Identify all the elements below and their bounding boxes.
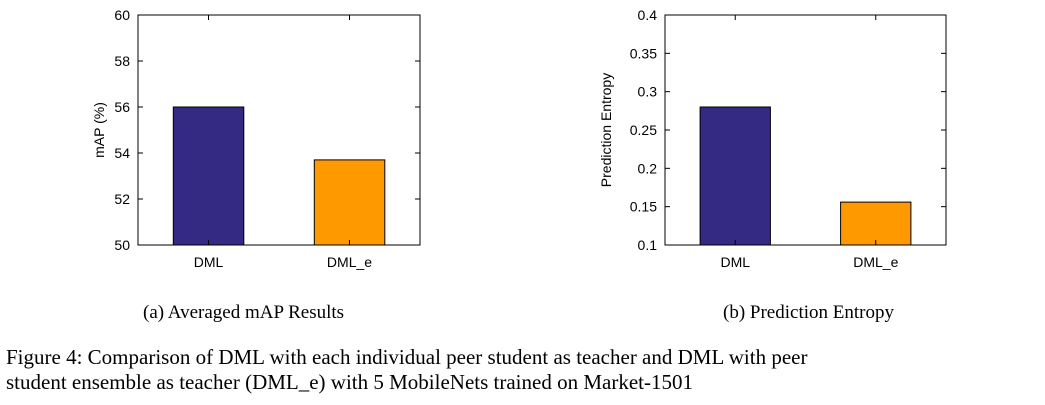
y-axis-label: Prediction Entropy	[598, 73, 614, 187]
bar-dml	[172, 106, 245, 246]
y-tick-label: 60	[114, 7, 130, 23]
subcaption-b: (b) Prediction Entropy	[723, 302, 894, 323]
chart-panel-b: DML DML_e 0.1 0.15 0.2 0.25 0.3 0.35 0.4 Predicti…	[598, 7, 947, 270]
charts-svg: DML DML_e 50 52 54 56 58 60 mAP (%) DML DML_e 0.1 0.…	[91, 7, 947, 270]
y-tick-label: 0.15	[630, 199, 657, 215]
y-tick-label: 52	[114, 191, 130, 207]
y-tick-label: 0.4	[638, 7, 658, 23]
chart-panel-a: DML DML_e 50 52 54 56 58 60 mAP (%)	[91, 7, 421, 270]
y-tick-label: 56	[114, 99, 130, 115]
y-tick-label: 0.2	[638, 160, 658, 176]
x-tick-label: DML_e	[853, 254, 898, 270]
y-tick-label: 50	[114, 237, 130, 253]
figure-caption: Figure 4: Comparison of DML with each in…	[6, 345, 1041, 395]
y-tick-label: 0.35	[630, 45, 657, 61]
y-tick-label: 0.25	[630, 122, 657, 138]
x-tick-label: DML	[194, 254, 224, 270]
figure-caption-line-2: student ensemble as teacher (DML_e) with…	[6, 370, 693, 394]
y-tick-label: 58	[114, 53, 130, 69]
x-tick-label: DML	[721, 254, 751, 270]
bar-dml-e	[313, 159, 386, 246]
bar-dml-e	[840, 201, 912, 246]
y-tick-label: 0.1	[638, 237, 658, 253]
plot-frame	[137, 14, 421, 246]
y-tick-label: 0.3	[638, 84, 658, 100]
y-axis-label: mAP (%)	[91, 102, 107, 158]
x-tick-label: DML_e	[327, 254, 372, 270]
subcaption-a: (a) Averaged mAP Results	[143, 302, 345, 323]
y-tick-label: 54	[114, 145, 130, 161]
figure-caption-line-1: Figure 4: Comparison of DML with each in…	[6, 345, 808, 369]
bar-dml	[699, 106, 771, 246]
